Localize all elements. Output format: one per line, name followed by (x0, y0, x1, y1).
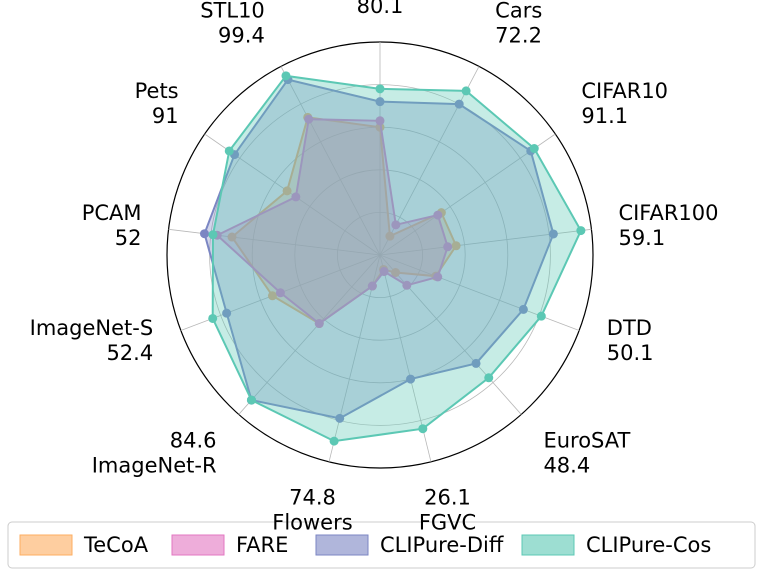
data-point (454, 99, 464, 109)
legend-swatch (521, 534, 575, 556)
data-point (304, 114, 314, 124)
spoke (379, 254, 580, 331)
category-label: PCAM (82, 201, 142, 225)
category-label: ImageNet-S (30, 316, 154, 340)
legend-swatch (315, 534, 369, 556)
data-point (246, 395, 256, 405)
data-point (282, 186, 292, 196)
category-value: 52 (115, 226, 142, 250)
legend-swatch (171, 534, 225, 556)
data-point (484, 373, 494, 383)
data-point (529, 144, 539, 154)
spoke (379, 133, 556, 256)
data-point (443, 242, 453, 252)
data-point (314, 319, 324, 329)
data-point (402, 280, 412, 290)
category-value: 84.6 (170, 428, 217, 452)
category-value: 99.4 (218, 24, 265, 48)
series-area (203, 78, 555, 420)
data-point (375, 84, 385, 94)
spoke (238, 254, 381, 415)
spoke (379, 254, 522, 415)
category-value: 80.1 (357, 0, 404, 18)
legend-label: CLIPure-Diff (380, 533, 504, 557)
category-value: 50.1 (607, 341, 654, 365)
category-value: 26.1 (424, 485, 471, 509)
legend-box (7, 521, 756, 569)
legend-swatch (19, 534, 73, 556)
data-point (518, 304, 528, 314)
category-label: DTD (607, 316, 652, 340)
data-point (433, 272, 443, 282)
data-point (406, 374, 416, 384)
series-area (211, 74, 582, 443)
data-point (548, 229, 558, 239)
data-point (391, 220, 401, 230)
category-value: 48.4 (543, 453, 590, 477)
data-point (227, 232, 237, 242)
data-point (222, 308, 232, 318)
data-point (536, 311, 546, 321)
data-point (471, 358, 481, 368)
data-point (208, 313, 218, 323)
data-point (208, 230, 218, 240)
data-point (385, 231, 395, 241)
legend-label: FARE (236, 533, 288, 557)
series-area (215, 118, 449, 325)
data-point (291, 192, 301, 202)
data-point (391, 268, 401, 278)
data-point (367, 281, 377, 291)
category-label: CIFAR100 (618, 201, 718, 225)
category-label: CIFAR10 (581, 79, 668, 103)
category-label: Flowers (272, 510, 352, 534)
category-value: 74.8 (289, 485, 336, 509)
data-point (576, 226, 586, 236)
data-point (224, 146, 234, 156)
data-point (329, 436, 339, 446)
spoke (280, 66, 381, 256)
data-point (379, 267, 389, 277)
legend-label: TeCoA (83, 533, 149, 557)
data-point (275, 288, 285, 298)
data-point (418, 424, 428, 434)
category-label: ImageNet-R (92, 453, 217, 477)
data-point (267, 291, 277, 301)
category-value: 52.4 (106, 341, 153, 365)
category-label: STL10 (200, 0, 265, 23)
data-point (335, 413, 345, 423)
category-value: 59.1 (618, 226, 665, 250)
data-point (199, 229, 209, 239)
legend-label: CLIPure-Cos (586, 533, 711, 557)
category-label: FGVC (419, 510, 476, 534)
category-label: Pets (135, 79, 179, 103)
category-label: Cars (495, 0, 542, 23)
data-point (433, 210, 443, 220)
category-value: 91.1 (581, 104, 628, 128)
data-point (451, 241, 461, 251)
category-value: 91 (152, 104, 179, 128)
category-label: EuroSAT (543, 428, 630, 452)
category-value: 72.2 (495, 24, 542, 48)
data-point (375, 116, 385, 126)
data-point (461, 86, 471, 96)
data-point (281, 71, 291, 81)
data-point (375, 97, 385, 107)
